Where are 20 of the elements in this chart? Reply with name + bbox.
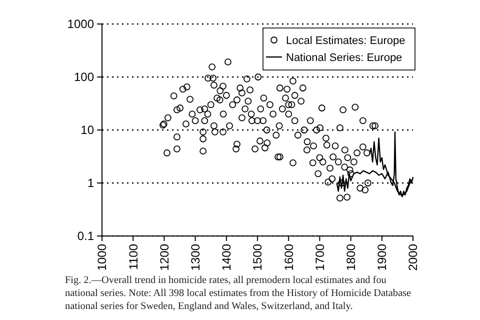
y-tick-label: 10 xyxy=(80,123,94,138)
x-tick-label: 1700 xyxy=(312,244,327,271)
x-tick-label: 1400 xyxy=(220,244,234,271)
x-tick-label: 1600 xyxy=(282,244,296,271)
x-tick-label: 1100 xyxy=(126,244,140,270)
x-tick-label: 1200 xyxy=(157,244,172,271)
x-tick-label: 1300 xyxy=(188,244,202,271)
legend-label: National Series: Europe xyxy=(286,52,402,64)
y-tick-label: 1000 xyxy=(67,17,94,32)
text: national series. Note: All 398 local estimates from the History of Homicide Database xyxy=(65,288,412,299)
y-tick-label: 1 xyxy=(87,176,94,190)
caption: Fig. 2.—Overall trend in homicide rates, all premodern local estimates and fou xyxy=(65,275,386,286)
y-tick-label: 100 xyxy=(74,70,94,84)
x-tick-label: 1900 xyxy=(375,244,390,271)
x-tick-label: 2000 xyxy=(406,244,420,271)
x-tick-label: 1800 xyxy=(344,244,358,271)
x-tick-label: 1500 xyxy=(250,244,265,271)
legend-label: Local Estimates: Europe xyxy=(286,34,406,47)
text: national series for Sweden, England and Wales, Switzerland, and Italy. xyxy=(65,301,353,312)
y-tick-label: 0.1 xyxy=(77,229,94,244)
